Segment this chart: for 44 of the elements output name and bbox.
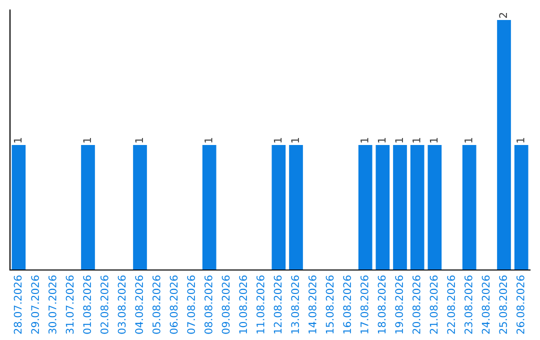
- x-tick-label: 28.07.2026: [14, 276, 22, 334]
- x-tick-label: 21.08.2026: [430, 276, 438, 334]
- data-label: 1: [378, 138, 386, 142]
- data-label: 1: [83, 138, 91, 142]
- x-tick-label: 01.08.2026: [83, 276, 92, 334]
- x-tick-label: 24.08.2026: [482, 276, 490, 334]
- x-tick-label: 03.08.2026: [118, 276, 126, 334]
- data-label: 2: [499, 13, 507, 18]
- data-label: 1: [430, 138, 438, 142]
- x-tick-label: 13.08.2026: [291, 276, 300, 334]
- x-tick-label: 14.08.2026: [308, 276, 316, 334]
- x-tick-label: 22.08.2026: [447, 276, 456, 334]
- data-label: 1: [516, 138, 524, 142]
- x-tick-label: 10.08.2026: [239, 276, 248, 334]
- data-label: 1: [360, 138, 368, 142]
- x-tick-label: 31.07.2026: [66, 276, 74, 334]
- x-tick-label: 18.08.2026: [378, 276, 386, 334]
- x-tick-label: 17.08.2026: [360, 276, 368, 334]
- x-tick-label: 30.07.2026: [48, 276, 56, 334]
- x-tick-label: 19.08.2026: [395, 276, 404, 334]
- data-label: 1: [412, 138, 420, 142]
- x-tick-label: 12.08.2026: [274, 276, 282, 334]
- data-label: 1: [274, 138, 282, 142]
- data-label: 1: [395, 138, 403, 142]
- x-tick-label: 07.08.2026: [187, 276, 196, 334]
- x-tick-label: 23.08.2026: [464, 276, 472, 334]
- x-tick-label: 20.08.2026: [412, 276, 420, 334]
- data-label: 1: [204, 138, 212, 142]
- data-label: 1: [135, 138, 143, 142]
- data-label: 1: [14, 138, 22, 142]
- x-tick-label: 04.08.2026: [135, 276, 144, 334]
- x-tick-label: 05.08.2026: [152, 276, 160, 334]
- x-tick-label: 15.08.2026: [326, 276, 334, 334]
- x-tick-label: 11.08.2026: [256, 276, 264, 334]
- x-tick-label: 29.07.2026: [31, 276, 40, 334]
- x-tick-label: 08.08.2026: [204, 276, 212, 334]
- x-tick-label: 02.08.2026: [100, 276, 108, 334]
- x-tick-label: 26.08.2026: [516, 276, 524, 334]
- x-tick-label: 09.08.2026: [222, 276, 230, 334]
- data-label: 1: [291, 138, 299, 142]
- x-tick-label: 06.08.2026: [170, 276, 178, 334]
- x-tick-label: 25.08.2026: [499, 276, 508, 334]
- x-tick-label: 16.08.2026: [343, 276, 352, 334]
- data-label: 1: [464, 138, 472, 142]
